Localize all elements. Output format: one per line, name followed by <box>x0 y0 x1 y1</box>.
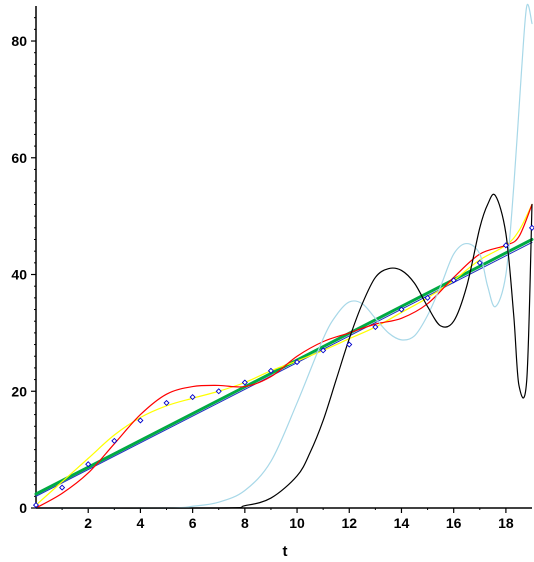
data-point <box>424 294 431 301</box>
data-point <box>528 224 534 231</box>
y-tick-label: 40 <box>11 267 27 283</box>
x-tick-label: 18 <box>498 515 514 531</box>
y-tick-label: 20 <box>11 383 27 399</box>
data-point <box>189 394 196 401</box>
data-points-layer <box>32 224 534 509</box>
y-axis: 0 20 40 60 80 <box>11 6 37 516</box>
data-point <box>450 277 457 284</box>
data-point <box>267 367 274 374</box>
data-point <box>215 388 222 395</box>
x-axis: 2 4 6 8 10 12 14 16 18 <box>36 507 532 531</box>
data-point <box>241 379 248 386</box>
series-line-5 <box>35 193 533 509</box>
x-ticks: 2 4 6 8 10 12 14 16 18 <box>61 508 514 531</box>
data-point <box>372 324 379 331</box>
data-point <box>346 341 353 348</box>
data-point <box>294 359 301 366</box>
data-point <box>32 502 40 509</box>
y-tick-label: 80 <box>11 33 27 49</box>
series-line-4 <box>35 3 533 509</box>
data-point <box>476 259 483 266</box>
series-layer <box>34 3 534 509</box>
data-point <box>137 417 144 424</box>
data-point <box>320 347 327 354</box>
data-point <box>398 306 405 313</box>
x-tick-label: 6 <box>189 515 197 531</box>
y-ticks: 0 20 40 60 80 <box>11 17 36 516</box>
data-point <box>111 437 118 444</box>
data-point <box>85 461 92 468</box>
series-line-1 <box>35 241 533 497</box>
x-tick-label: 8 <box>241 515 249 531</box>
x-tick-label: 10 <box>289 515 305 531</box>
data-point <box>59 484 66 491</box>
data-point <box>163 399 170 406</box>
y-tick-label: 0 <box>19 500 27 516</box>
x-tick-label: 16 <box>446 515 462 531</box>
x-axis-title: t <box>283 543 288 560</box>
x-tick-label: 4 <box>137 515 145 531</box>
data-point <box>502 242 509 249</box>
x-tick-label: 14 <box>394 515 410 531</box>
x-tick-label: 2 <box>84 515 92 531</box>
series-line-3 <box>35 203 533 509</box>
y-tick-label: 60 <box>11 150 27 166</box>
x-tick-label: 12 <box>341 515 357 531</box>
